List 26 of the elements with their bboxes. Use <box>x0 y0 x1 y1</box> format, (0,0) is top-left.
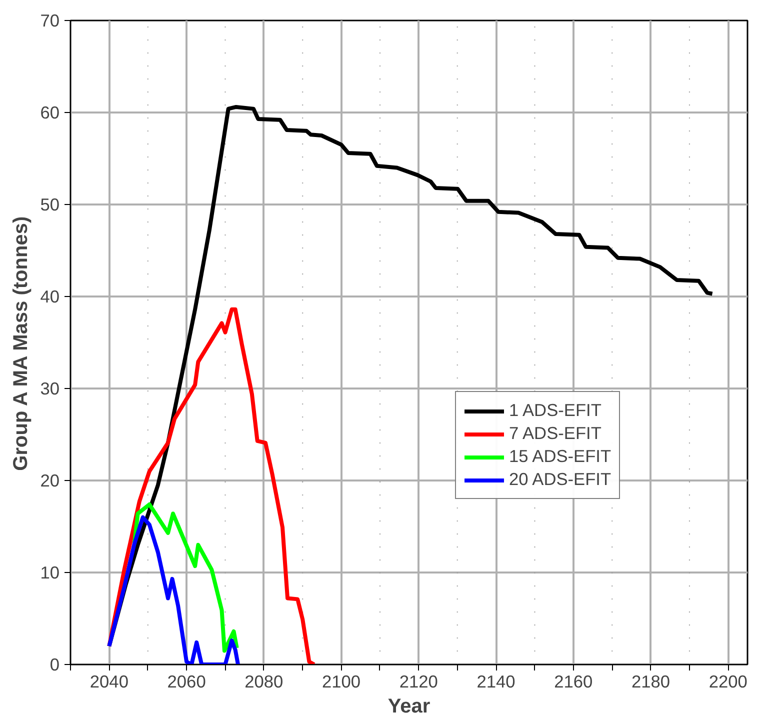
y-tick-label: 20 <box>40 470 60 490</box>
y-tick-label: 0 <box>50 654 60 674</box>
line-series <box>107 515 240 664</box>
y-tick-label: 40 <box>40 286 60 306</box>
x-tick-label: 2100 <box>322 672 361 692</box>
y-axis-title: Group A MA Mass (tonnes) <box>10 216 32 471</box>
legend-label: 7 ADS-EFIT <box>509 423 602 444</box>
legend-label: 15 ADS-EFIT <box>509 446 612 467</box>
x-tick-label: 2080 <box>244 672 284 692</box>
x-tick-label: 2180 <box>632 672 670 692</box>
legend-label: 1 ADS-EFIT <box>509 400 602 421</box>
y-tick-label: 30 <box>40 378 60 398</box>
line-series <box>132 502 239 653</box>
x-axis-title: Year <box>388 696 430 718</box>
line-series <box>107 307 316 664</box>
x-tick-label: 2140 <box>476 672 516 692</box>
y-tick-label: 10 <box>40 562 60 582</box>
legend-label: 20 ADS-EFIT <box>509 469 612 490</box>
x-tick-label: 2040 <box>90 672 128 692</box>
x-tick-label: 2160 <box>554 672 593 692</box>
x-tick-label: 2200 <box>708 672 748 692</box>
x-tick-label: 2120 <box>399 672 438 692</box>
y-tick-label: 70 <box>40 10 60 30</box>
x-tick-label: 2060 <box>167 672 206 692</box>
y-tick-label: 50 <box>40 194 60 214</box>
y-tick-label: 60 <box>40 102 60 122</box>
